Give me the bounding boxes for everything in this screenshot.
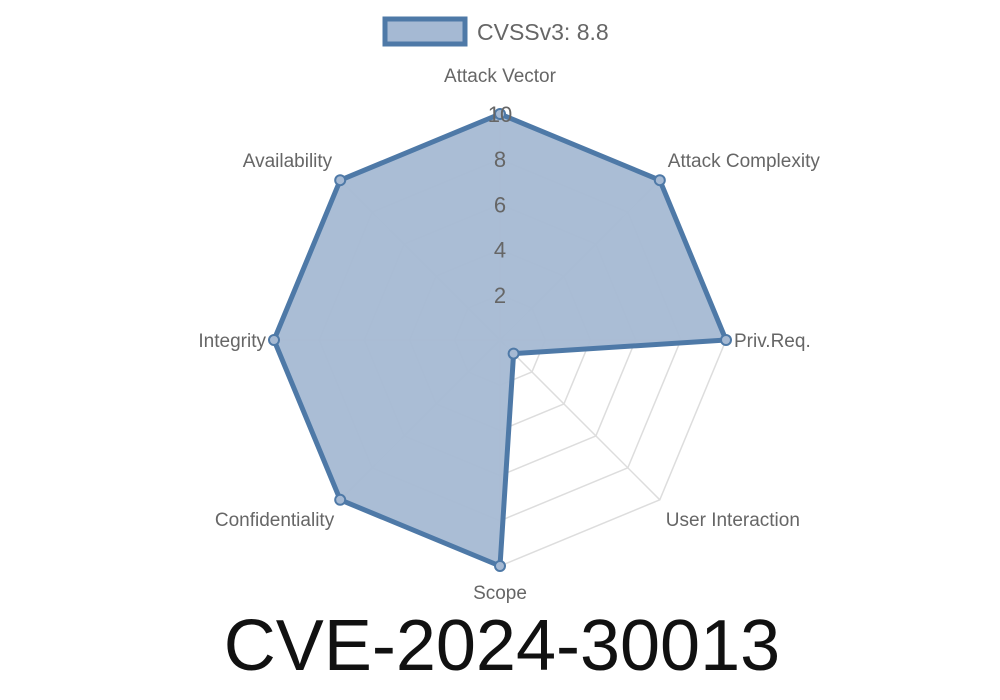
data-point[interactable] bbox=[507, 347, 520, 360]
tick-label: 10 bbox=[488, 102, 512, 127]
data-point[interactable] bbox=[334, 174, 347, 187]
axis-label: User Interaction bbox=[666, 510, 800, 531]
legend-label: CVSSv3: 8.8 bbox=[477, 19, 609, 45]
legend[interactable]: CVSSv3: 8.8 bbox=[382, 16, 609, 47]
tick-label: 8 bbox=[494, 147, 506, 172]
axis-labels: Attack Vector Attack Complexity Priv.Req. U… bbox=[198, 66, 820, 604]
legend-swatch bbox=[382, 16, 468, 47]
data-point[interactable] bbox=[720, 334, 732, 346]
chart-title: CVE-2024-30013 bbox=[224, 606, 780, 686]
radar-series bbox=[268, 108, 732, 572]
tick-label: 6 bbox=[494, 192, 506, 217]
data-point[interactable] bbox=[334, 493, 347, 506]
tick-label: 4 bbox=[494, 238, 506, 263]
axis-label: Attack Vector bbox=[444, 66, 557, 87]
radial-ticks: 2 4 6 8 10 bbox=[488, 102, 512, 308]
axis-label: Attack Complexity bbox=[668, 151, 821, 172]
axis-label: Priv.Req. bbox=[734, 331, 811, 352]
axis-label: Integrity bbox=[198, 331, 266, 352]
axis-label: Scope bbox=[473, 583, 527, 604]
axis-label: Availability bbox=[243, 151, 333, 172]
data-point[interactable] bbox=[494, 560, 506, 572]
tick-label: 2 bbox=[494, 283, 506, 308]
data-point[interactable] bbox=[653, 174, 666, 187]
axis-label: Confidentiality bbox=[215, 510, 335, 531]
data-point[interactable] bbox=[494, 108, 506, 120]
data-point[interactable] bbox=[268, 334, 280, 346]
grid-spoke bbox=[499, 339, 661, 501]
